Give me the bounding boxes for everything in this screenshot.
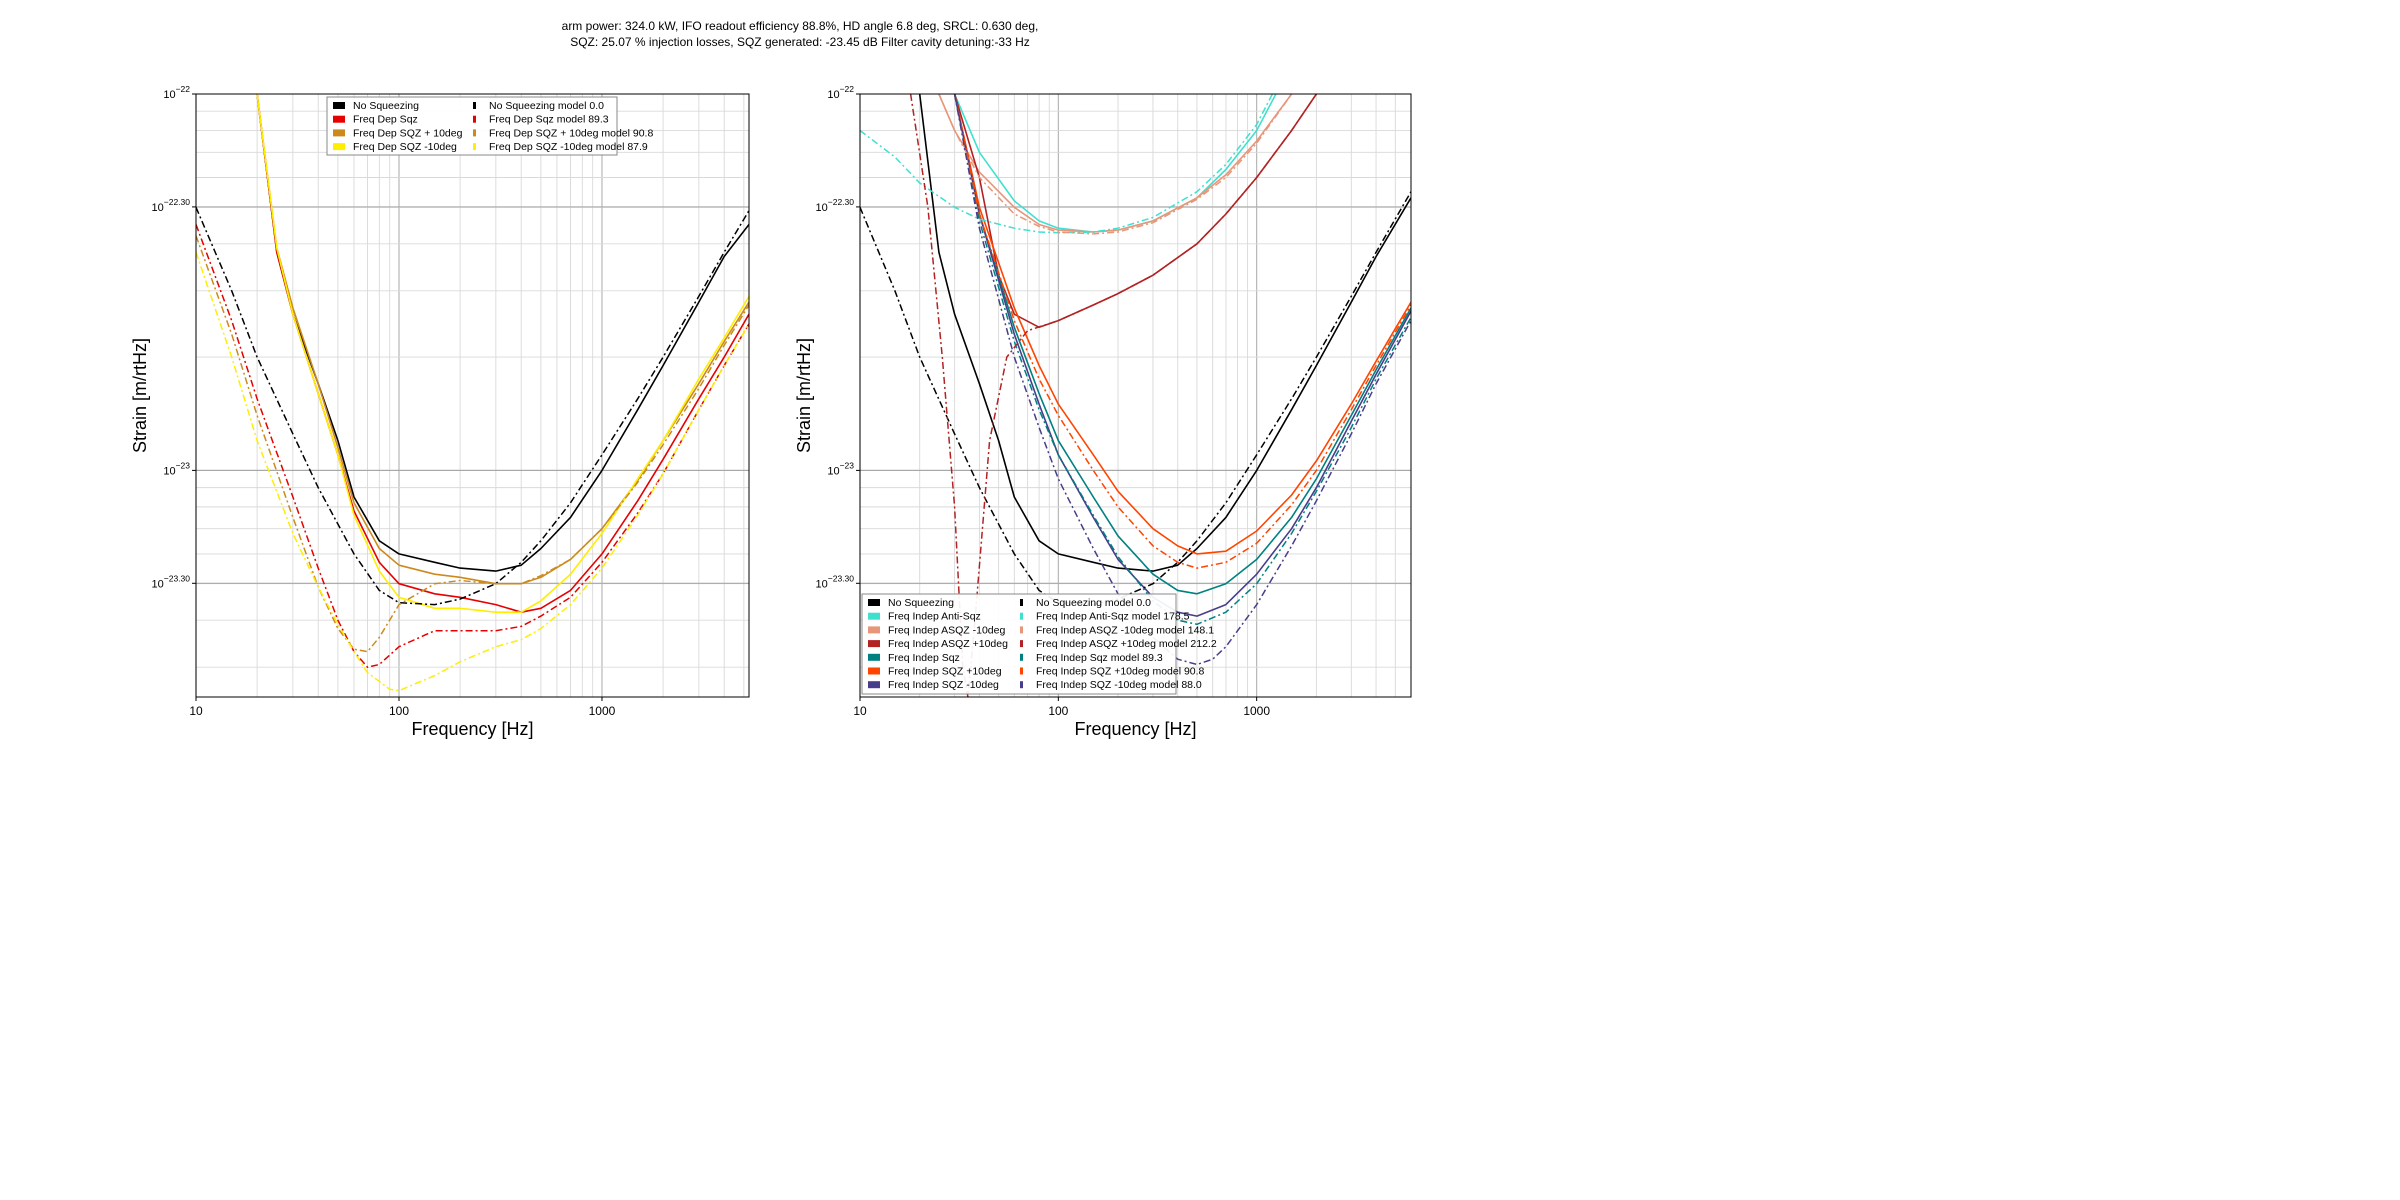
legend-swatch [1020,667,1023,675]
legend-label: Freq Indep Sqz model 89.3 [1036,652,1163,664]
legend-label: Freq Dep SQZ -10deg model 87.9 [489,141,648,153]
series-group [196,94,749,692]
x-tick-label: 10 [189,704,203,718]
legend-label: Freq Indep SQZ +10deg model 90.8 [1036,666,1205,678]
series-line-7 [860,191,1411,606]
legend-swatch [333,143,345,151]
legend-swatch [333,129,345,137]
legend-label: Freq Indep ASQZ +10deg [888,638,1008,650]
y-tick-label: 10−22 [827,84,854,101]
legend-label: No Squeezing [888,597,954,609]
series-line-9 [938,94,1293,235]
series-line-6 [196,235,749,653]
legend-swatch [473,129,476,137]
series-line-4 [953,94,1411,595]
series-line-0 [918,94,1411,572]
series-line-12 [953,94,1411,569]
legend-label: Freq Dep Sqz [353,114,418,126]
series-line-10 [909,94,1318,697]
figure-title-line2: SQZ: 25.07 % injection losses, SQZ gener… [570,35,1030,49]
legend-swatch [868,681,880,689]
left-panel: 10 100 1000 10−22 10−22.30 10−23 10−23.30 Frequ… [130,84,750,739]
series-line-11 [953,94,1411,626]
legend-swatch [868,599,880,606]
series-line-4 [196,207,749,606]
series-line-7 [196,251,749,692]
series-line-5 [953,94,1411,555]
series-group [860,94,1411,697]
figure-title-line1: arm power: 324.0 kW, IFO readout efficie… [561,19,1039,33]
legend-label: No Squeezing model 0.0 [1036,597,1151,609]
legend-swatch [868,640,880,648]
legend-label: Freq Dep Sqz model 89.3 [489,114,609,126]
legend-label: Freq Indep Anti-Sqz [888,611,981,623]
legend-label: No Squeezing model 0.0 [489,100,604,112]
plot-area [196,94,749,697]
y-tick-label: 10−22.30 [816,197,855,214]
x-tick-label: 1000 [1243,704,1270,718]
legend-swatch [868,612,880,620]
legend-swatch [868,667,880,675]
legend-label: Freq Indep SQZ -10deg [888,679,999,691]
legend-swatch [1020,681,1023,689]
legend-label: Freq Dep SQZ + 10deg [353,127,463,139]
legend-swatch [473,143,476,151]
series-line-3 [256,94,749,613]
legend-swatch [1020,653,1023,661]
right-panel: 10 100 1000 10−22 10−22.30 10−23 10−23.30 Frequ… [794,84,1412,739]
figure-title: arm power: 324.0 kW, IFO readout efficie… [0,18,1600,50]
legend-swatch [1020,626,1023,634]
series-line-6 [953,94,1411,617]
legend-swatch [333,102,345,109]
legend-label: Freq Dep SQZ -10deg [353,141,457,153]
legend-swatch [473,115,476,123]
legend-label: Freq Indep SQZ -10deg model 88.0 [1036,679,1202,691]
legend-swatch [333,115,345,123]
legend-label: Freq Indep Sqz [888,652,960,664]
x-tick-label: 100 [1048,704,1068,718]
y-tick-label: 10−23.30 [816,573,855,590]
legend-swatch [1020,599,1023,606]
y-axis-label: Strain [m/rtHz] [130,338,150,453]
y-axis-label: Strain [m/rtHz] [794,338,814,453]
y-tick-label: 10−23 [163,460,190,477]
legend-box [326,96,618,156]
legend-swatch [868,653,880,661]
series-line-5 [196,224,749,668]
grid [195,93,749,697]
legend-swatch [1020,640,1023,648]
x-tick-label: 10 [853,704,867,718]
x-axis-label: Frequency [Hz] [411,719,533,739]
legend-label: Freq Indep ASQZ +10deg model 212.2 [1036,638,1217,650]
legend-label: Freq Indep ASQZ -10deg [888,624,1005,636]
y-tick-label: 10−22 [163,84,190,101]
legend-label: Freq Dep SQZ + 10deg model 90.8 [489,127,653,139]
y-tick-label: 10−23 [827,460,854,477]
legend-label: Freq Indep SQZ +10deg [888,666,1002,678]
plot-frame [859,93,1412,698]
series-line-13 [953,94,1411,666]
legend-swatch [473,102,476,109]
legend-label: Freq Indep ASQZ -10deg model 148.1 [1036,624,1214,636]
legend-box [861,593,1177,695]
y-tick-label: 10−22.30 [152,197,191,214]
legend-swatch [1020,612,1023,620]
legend-label: Freq Indep Anti-Sqz model 178.5 [1036,611,1190,623]
legend-label: No Squeezing [353,100,419,112]
y-tick-label: 10−23.30 [152,573,191,590]
x-tick-label: 100 [389,704,409,718]
legend-swatch [868,626,880,634]
x-axis-label: Frequency [Hz] [1074,719,1196,739]
x-tick-label: 1000 [589,704,616,718]
plot-frame [195,93,750,698]
